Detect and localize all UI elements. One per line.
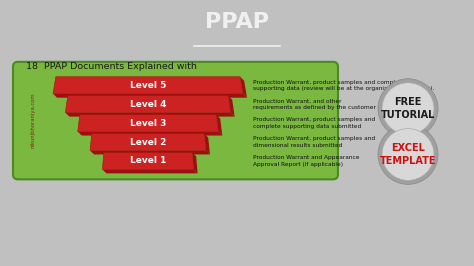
- Polygon shape: [228, 96, 235, 117]
- Text: Production Warrant, product samples and
dimensional results submitted: Production Warrant, product samples and …: [253, 136, 375, 148]
- Polygon shape: [102, 169, 198, 173]
- Circle shape: [378, 79, 438, 139]
- Text: Level 1: Level 1: [130, 156, 166, 165]
- Text: Level 4: Level 4: [130, 100, 166, 109]
- Polygon shape: [90, 134, 206, 151]
- FancyBboxPatch shape: [13, 62, 338, 179]
- Polygon shape: [53, 77, 243, 94]
- Text: PPAP: PPAP: [205, 12, 269, 32]
- Polygon shape: [90, 151, 210, 155]
- Text: Level 2: Level 2: [130, 138, 166, 147]
- Polygon shape: [204, 134, 210, 155]
- Polygon shape: [216, 115, 222, 136]
- Text: Production Warrant, and other
requirements as defined by the customer: Production Warrant, and other requiremen…: [253, 98, 376, 110]
- Text: Level 3: Level 3: [130, 119, 166, 128]
- Circle shape: [382, 128, 434, 180]
- Polygon shape: [78, 115, 219, 132]
- Text: nikunjbhoraniya.com: nikunjbhoraniya.com: [30, 93, 36, 148]
- Polygon shape: [53, 94, 247, 98]
- Polygon shape: [102, 152, 193, 169]
- Circle shape: [378, 124, 438, 184]
- Polygon shape: [65, 96, 231, 113]
- Text: EXCEL
TEMPLATE: EXCEL TEMPLATE: [380, 143, 436, 166]
- Circle shape: [382, 83, 434, 135]
- Polygon shape: [192, 152, 198, 173]
- Text: Production Warrant and Appearance
Approval Report (if applicable): Production Warrant and Appearance Approv…: [253, 155, 359, 167]
- Text: Production Warrant, product samples and
complete supporting data submitted: Production Warrant, product samples and …: [253, 117, 375, 129]
- Polygon shape: [78, 132, 222, 136]
- Text: Production Warrant, product samples and complete
supporting data (review will be: Production Warrant, product samples and …: [253, 80, 434, 91]
- Text: FREE
TUTORIAL: FREE TUTORIAL: [381, 97, 435, 120]
- Polygon shape: [240, 77, 247, 98]
- Text: 18  PPAP Documents Explained with: 18 PPAP Documents Explained with: [26, 62, 200, 71]
- Polygon shape: [65, 113, 235, 117]
- Text: Level 5: Level 5: [130, 81, 166, 90]
